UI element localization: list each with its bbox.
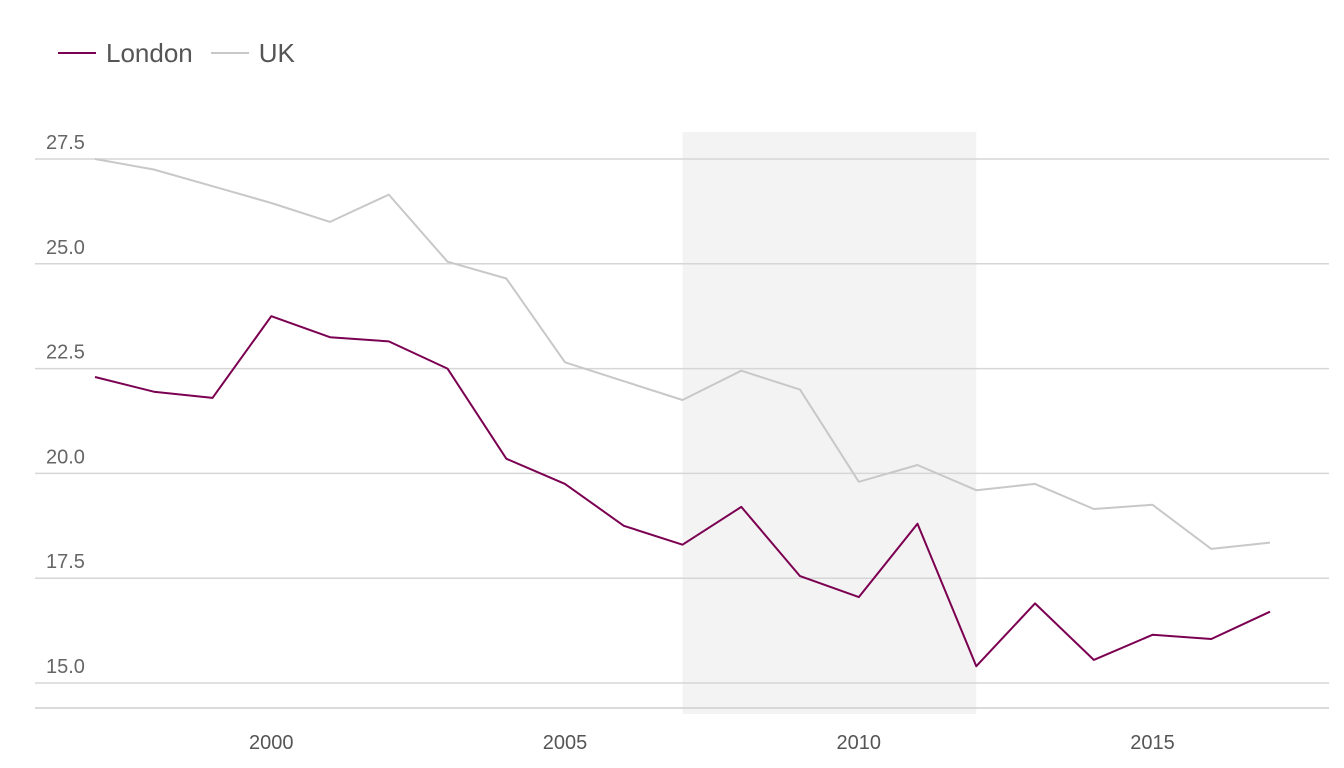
x-tick-label: 2010 [837, 732, 882, 754]
series-line-uk[interactable] [94, 158, 1271, 550]
x-tick-labels: 2000 2005 2010 2015 [249, 732, 1175, 754]
shaded-region [682, 132, 977, 714]
x-tick-label: 2000 [249, 732, 294, 754]
legend-swatch-london [58, 52, 96, 54]
y-tick-label: 17.5 [46, 551, 85, 573]
y-tick-label: 20.0 [46, 446, 85, 468]
series-line-london[interactable] [94, 315, 1271, 668]
y-tick-label: 25.0 [46, 237, 85, 259]
legend: London UK [58, 36, 295, 70]
x-tick-label: 2005 [543, 732, 588, 754]
legend-label-london: London [106, 38, 193, 68]
gridlines [35, 158, 1329, 684]
legend-swatch-uk [210, 52, 249, 54]
legend-label-uk: UK [258, 38, 295, 68]
y-tick-label: 15.0 [46, 656, 85, 678]
y-tick-labels: 15.0 17.5 20.0 22.5 25.0 27.5 [46, 132, 85, 678]
y-tick-label: 22.5 [46, 342, 85, 364]
series-lines [94, 158, 1271, 668]
y-tick-label: 27.5 [46, 132, 85, 154]
x-tick-label: 2015 [1130, 732, 1175, 754]
legend-item-london[interactable]: London [58, 36, 193, 70]
legend-item-uk[interactable]: UK [210, 36, 295, 70]
